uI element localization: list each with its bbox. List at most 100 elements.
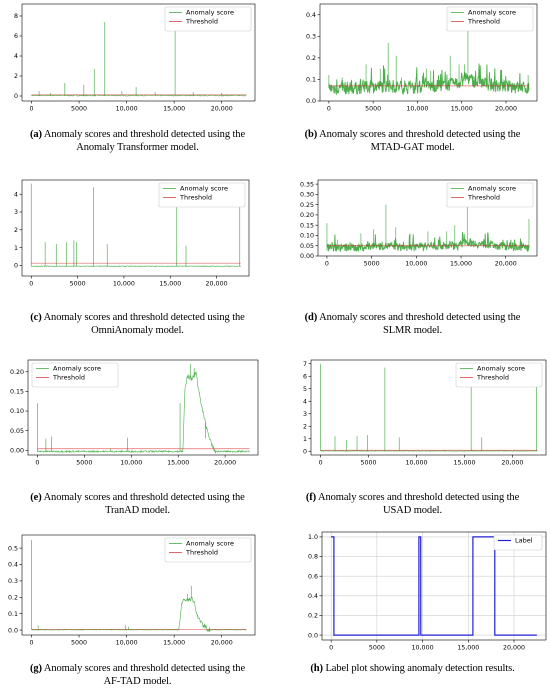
y-tick-label: 0.10: [10, 408, 24, 415]
x-tick-label: 15,000: [163, 106, 185, 113]
x-tick-label: 10,000: [412, 645, 434, 652]
x-tick-label: 20,000: [214, 460, 236, 467]
caption-text: Anomaly scores and threshold detected us…: [317, 492, 520, 503]
legend-box: [446, 6, 534, 32]
x-tick-label: 0: [35, 460, 39, 467]
y-tick-label: 0.00: [10, 447, 24, 454]
y-tick-label: 4: [14, 53, 18, 60]
y-tick-label: 2: [14, 227, 18, 234]
caption-text: OmniAnomaly model.: [91, 325, 184, 336]
caption-c: (c) Anomaly scores and threshold detecte…: [0, 311, 275, 337]
chart-d: 0 5000 10,000 15,000 20,000 0.00 0.05 0.10 0.15 0…: [300, 179, 538, 268]
x-tick-label: 0: [29, 281, 33, 288]
x-tick-label: 5000: [364, 261, 380, 268]
x-tick-label: 0: [329, 645, 333, 652]
chart-b: 0 5000 10,000 15,000 20,000 0.0 0.1 0.2 0.3 0.4 An…: [306, 3, 538, 113]
caption-text: Anomaly scores and threshold detected us…: [319, 312, 521, 323]
x-tick-label: 20,000: [211, 640, 233, 647]
y-tick-label: 0.20: [300, 212, 314, 219]
plot-frame: [21, 3, 256, 102]
y-tick-label: 7: [303, 361, 307, 368]
legend-label: Label: [515, 537, 533, 545]
x-tick-label: 10,000: [113, 281, 135, 288]
y-tick-label: 0.3: [8, 578, 18, 585]
legend-label: Anomaly score: [53, 365, 101, 373]
chart-a: 0 5000 10,000 15,000 20,000 0 2 4 6 8 Anomaly scor…: [14, 3, 256, 113]
x-tick-label: 15,000: [159, 281, 181, 288]
y-tick-label: 0.5: [8, 545, 18, 552]
caption-tag: (f): [305, 492, 317, 503]
legend-label: Anomaly score: [477, 365, 525, 373]
y-tick-label: 0.6: [308, 573, 318, 580]
legend-box: [31, 362, 119, 388]
y-tick-label: 0.05: [10, 428, 24, 435]
legend-label: Threshold: [179, 194, 212, 202]
plot-frame: [319, 3, 538, 102]
x-tick-label: 20,000: [206, 281, 228, 288]
caption-tag: (a): [29, 129, 42, 140]
y-tick-label: 4: [303, 398, 307, 405]
legend: Label: [493, 534, 543, 551]
y-tick-label: 0.4: [8, 562, 18, 569]
x-tick-label: 0: [30, 106, 34, 113]
y-tick-label: 3: [14, 209, 18, 216]
y-tick-label: 0.0: [308, 632, 318, 639]
x-tick-label: 15,000: [450, 261, 472, 268]
y-tick-label: 0.20: [10, 369, 24, 376]
caption-e: (e) Anomaly scores and threshold detecte…: [0, 491, 275, 517]
x-tick-label: 10,000: [405, 460, 427, 467]
x-tick-label: 20,000: [211, 106, 233, 113]
series-line-anomaly-score: [31, 596, 247, 633]
x-tick-label: 5000: [71, 106, 87, 113]
y-tick-label: 0: [303, 448, 307, 455]
y-tick-label: 8: [14, 13, 18, 20]
caption-text: USAD model.: [383, 505, 442, 516]
legend-label: Threshold: [52, 374, 85, 382]
x-tick-label: 10,000: [116, 640, 138, 647]
caption-tag: (h): [310, 663, 323, 674]
caption-tag: (b): [304, 129, 318, 140]
caption-g: (g) Anomaly scores and threshold detecte…: [0, 662, 275, 688]
caption-f: (f) Anomaly scores and threshold detecte…: [275, 491, 550, 517]
x-tick-label: 0: [30, 640, 34, 647]
x-tick-label: 10,000: [120, 460, 142, 467]
y-tick-label: 0.2: [306, 55, 316, 62]
caption-tag: (g): [29, 663, 42, 674]
x-tick-label: 5000: [76, 460, 92, 467]
x-tick-label: 10,000: [116, 106, 138, 113]
y-tick-label: 5: [303, 386, 307, 393]
caption-text: Anomaly scores and threshold detected us…: [319, 129, 521, 140]
chart-h: 0 5000 10,000 15,000 20,000 0.0 0.2 0.4 0.6 0.8 1.…: [308, 531, 547, 652]
caption-text: SLMR model.: [383, 325, 442, 336]
legend-label: Anomaly score: [186, 9, 234, 17]
y-tick-label: 0.05: [300, 243, 314, 250]
x-tick-label: 5000: [70, 281, 86, 288]
legend-label: Threshold: [185, 18, 218, 26]
plot-frame: [21, 534, 256, 636]
y-tick-label: 0.15: [10, 389, 24, 396]
legend-box: [164, 537, 252, 563]
caption-text: Anomaly scores and threshold detected us…: [43, 492, 245, 503]
y-tick-label: 0: [14, 263, 18, 270]
y-tick-label: 0.4: [306, 12, 316, 19]
series-line-label: [331, 536, 537, 636]
y-tick-label: 0.35: [300, 181, 314, 188]
y-tick-label: 0.25: [300, 202, 314, 209]
x-tick-label: 15,000: [167, 460, 189, 467]
y-tick-label: 0.30: [300, 192, 314, 199]
x-tick-label: 10,000: [406, 106, 428, 113]
plot-frame: [21, 179, 250, 277]
chart-g: 0 5000 10,000 15,000 20,000 0.0 0.1 0.2 0.3 0.4 0.…: [8, 534, 256, 647]
plot-frame: [321, 531, 547, 641]
legend-label: Anomaly score: [186, 540, 234, 548]
x-tick-label: 20,000: [495, 261, 517, 268]
x-tick-label: 5000: [361, 460, 377, 467]
y-tick-label: 1.0: [308, 534, 318, 541]
y-tick-label: 0.1: [8, 611, 18, 618]
y-tick-label: 4: [14, 191, 18, 198]
